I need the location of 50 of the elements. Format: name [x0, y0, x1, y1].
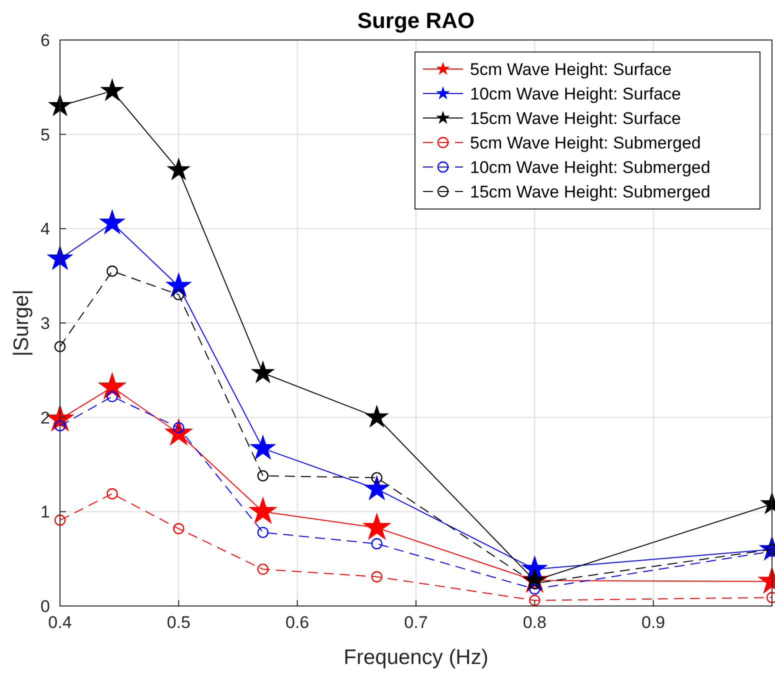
legend-label: 10cm Wave Height: Surface — [470, 84, 682, 104]
chart-title: Surge RAO — [357, 8, 475, 33]
y-tick-label: 1 — [40, 502, 50, 522]
point — [257, 564, 269, 575]
y-tick-label: 6 — [40, 31, 50, 50]
point — [173, 289, 184, 300]
y-tick-label: 3 — [40, 314, 50, 333]
x-tick-label: 0.9 — [642, 613, 666, 632]
point — [173, 523, 184, 534]
x-tick-label: 0.6 — [286, 613, 310, 632]
point — [364, 475, 390, 500]
point — [106, 488, 118, 500]
y-tick-label: 0 — [40, 597, 50, 616]
y-tick-label: 2 — [40, 408, 50, 428]
legend-label: 5cm Wave Height: Surface — [470, 60, 672, 79]
point — [46, 244, 74, 270]
x-axis-title: Frequency (Hz) — [344, 646, 488, 669]
legend-label: 10cm Wave Height: Submerged — [470, 158, 710, 177]
x-tick-label: 0.8 — [522, 613, 546, 632]
point — [54, 340, 66, 352]
point — [529, 594, 540, 606]
x-tick-label: 0.4 — [48, 613, 72, 632]
point — [54, 514, 66, 526]
point — [98, 372, 127, 400]
point — [54, 420, 66, 432]
point — [106, 390, 118, 402]
point — [165, 272, 192, 298]
point — [106, 266, 118, 277]
y-axis-title: |Surge| — [10, 290, 33, 356]
y-tick-label: 5 — [40, 125, 50, 144]
point — [48, 93, 72, 116]
point — [371, 538, 382, 550]
legend-label: 5cm Wave Height: Submerged — [470, 134, 701, 152]
y-tick-label: 4 — [40, 220, 50, 239]
legend-label: 15cm Wave Height: Submerged — [470, 182, 710, 202]
point — [371, 571, 382, 582]
x-tick-label: 0.5 — [166, 613, 190, 632]
point — [257, 526, 269, 538]
legend-label: 15cm Wave Height: Surface — [470, 109, 682, 128]
point — [166, 158, 191, 180]
point — [362, 512, 392, 540]
point — [248, 496, 278, 524]
point — [371, 472, 382, 484]
point — [257, 470, 269, 482]
point — [250, 434, 276, 460]
x-tick-label: 0.7 — [404, 613, 428, 632]
point — [250, 360, 275, 384]
point — [100, 78, 124, 102]
point — [364, 404, 389, 428]
point — [98, 209, 126, 234]
